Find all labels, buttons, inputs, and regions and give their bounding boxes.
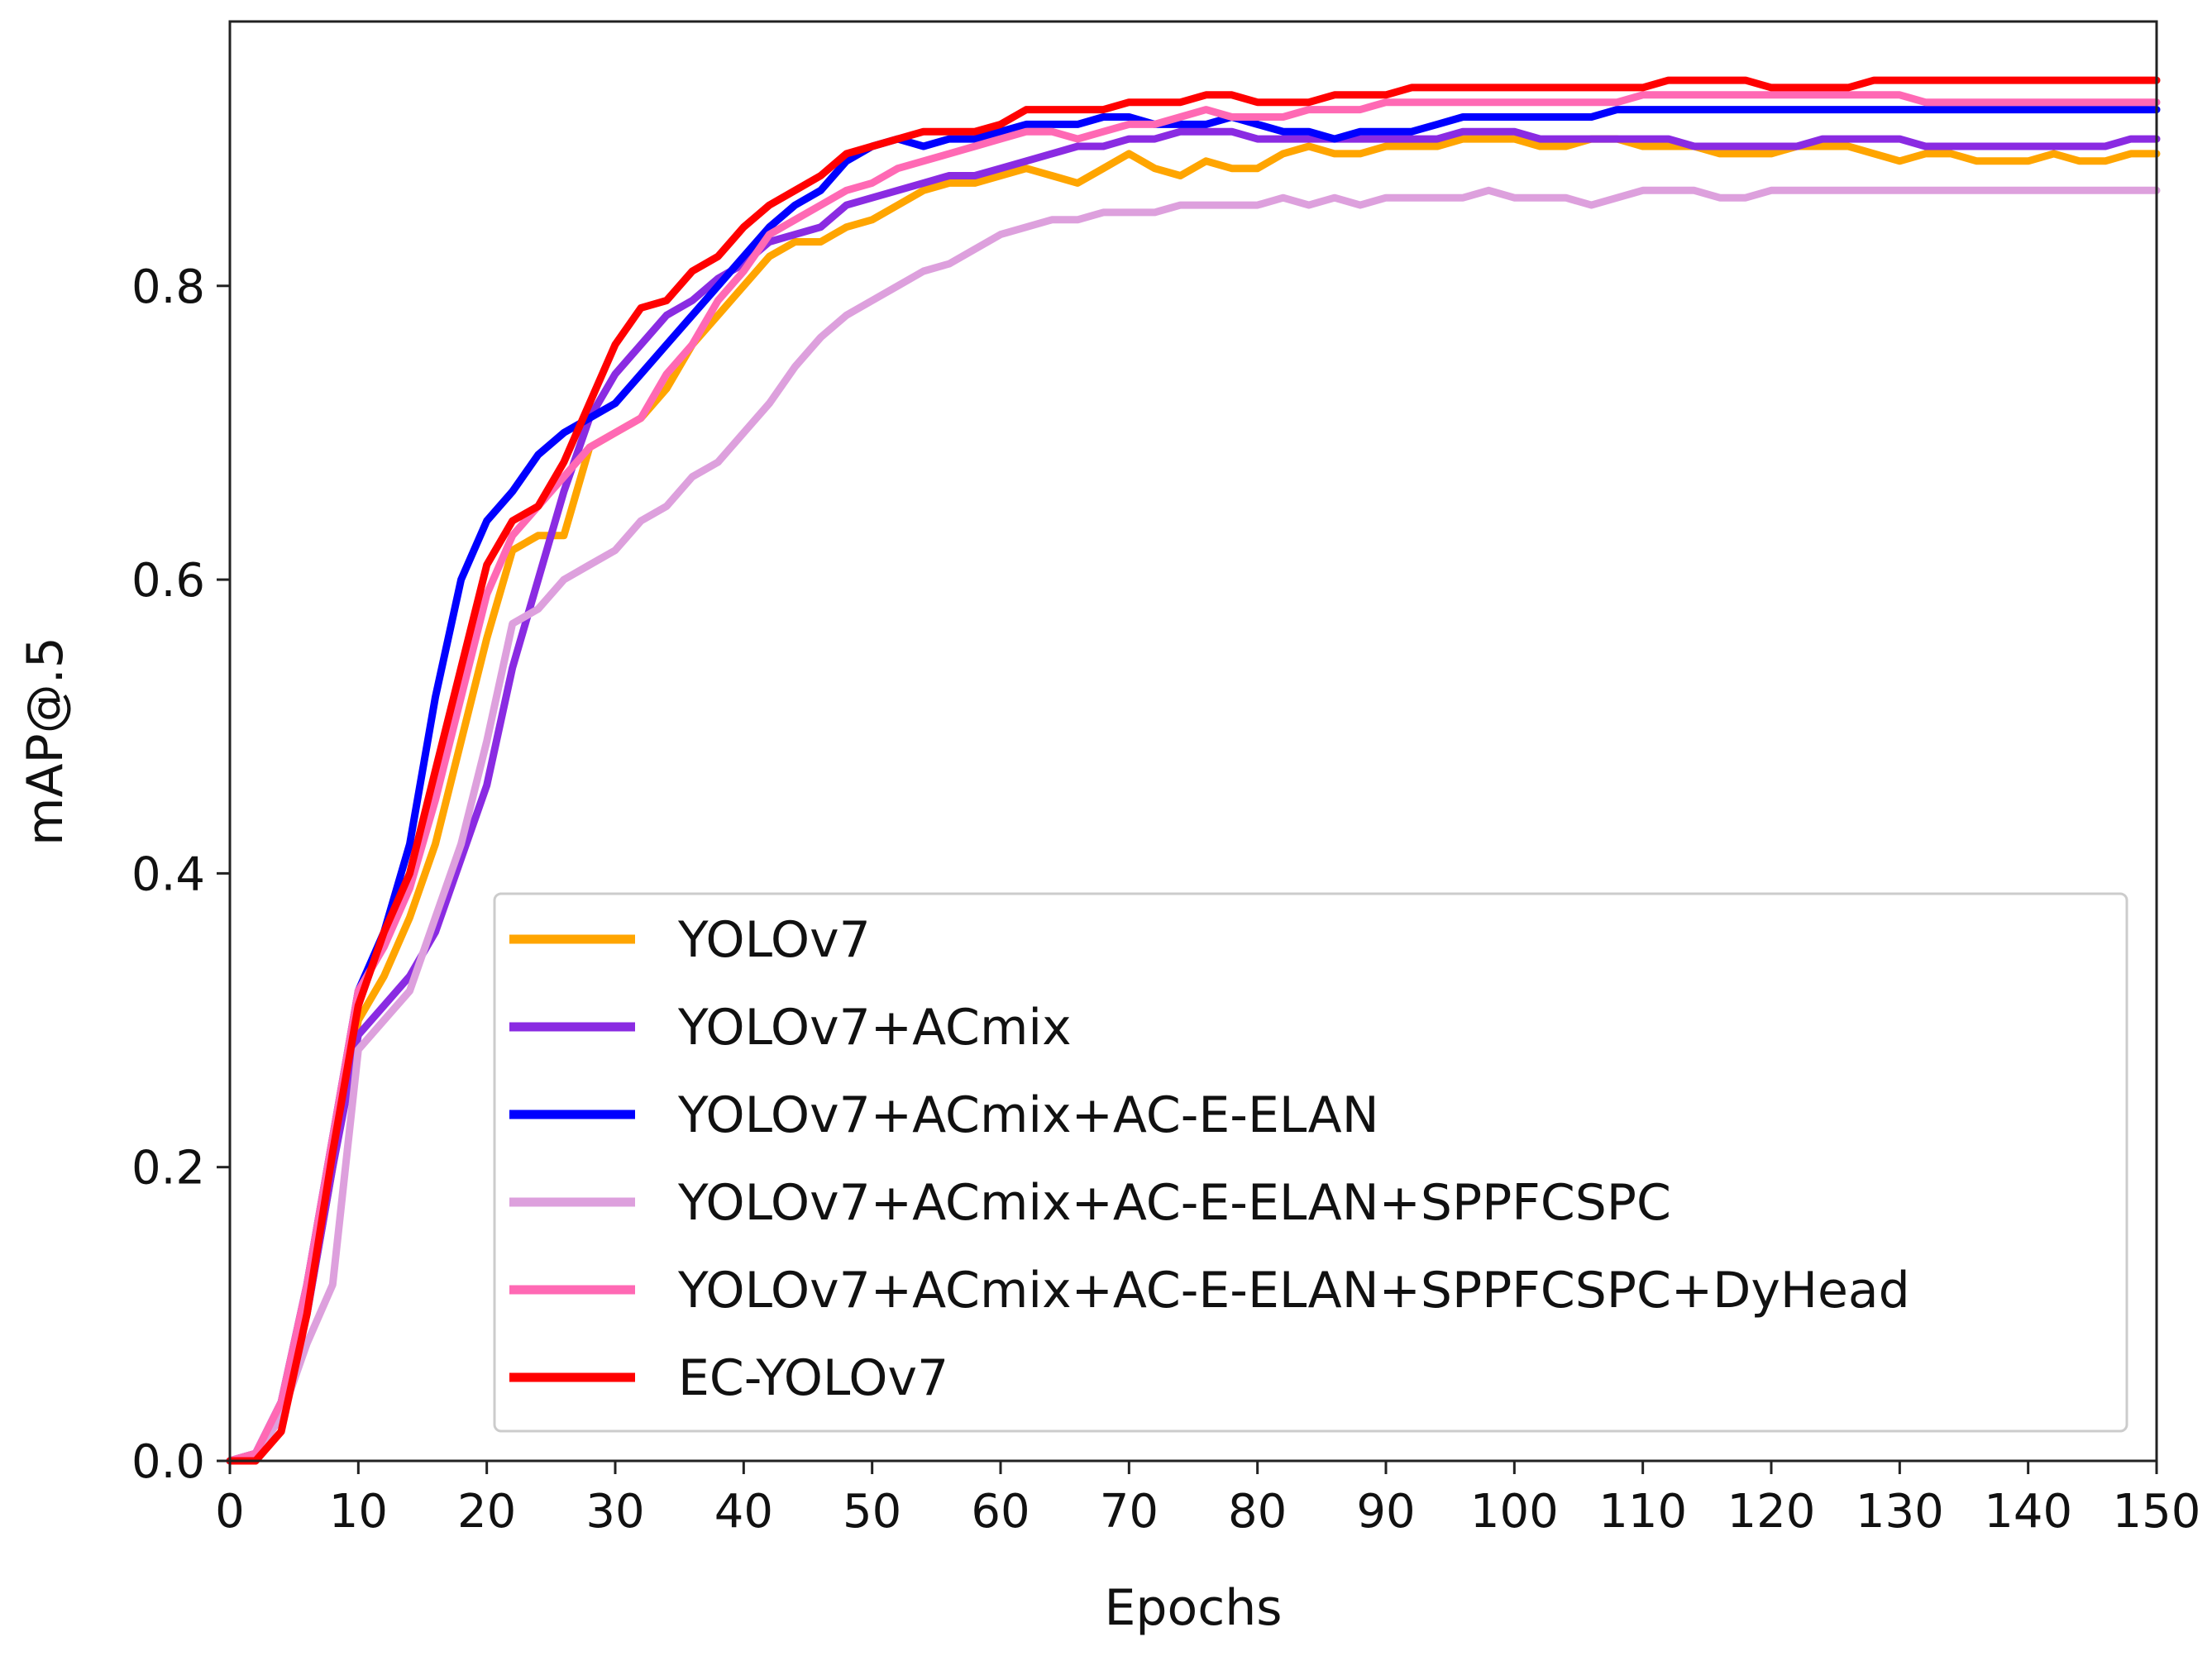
x-tick-label: 100 xyxy=(1470,1485,1559,1539)
x-tick-label: 130 xyxy=(1856,1485,1944,1539)
x-tick-label: 10 xyxy=(329,1485,388,1539)
x-tick-label: 20 xyxy=(457,1485,516,1539)
series-line-3 xyxy=(226,186,2161,1465)
y-tick-label: 0.4 xyxy=(131,847,205,901)
x-tick-label: 140 xyxy=(1984,1485,2072,1539)
x-tick-label: 150 xyxy=(2113,1485,2201,1539)
legend-label: YOLOv7+ACmix+AC-E-ELAN xyxy=(677,1086,1379,1144)
x-tick-label: 30 xyxy=(585,1485,644,1539)
x-tick-label: 50 xyxy=(843,1485,901,1539)
series-layer xyxy=(226,76,2161,1465)
x-tick-label: 110 xyxy=(1598,1485,1687,1539)
x-tick-label: 70 xyxy=(1100,1485,1159,1539)
legend-label: YOLOv7+ACmix+AC-E-ELAN+SPPFCSPC+DyHead xyxy=(677,1262,1910,1320)
x-tick-label: 120 xyxy=(1727,1485,1816,1539)
legend-box xyxy=(493,892,2128,1433)
legend-label: YOLOv7 xyxy=(677,911,871,969)
x-tick-label: 0 xyxy=(215,1485,245,1539)
series-line-5 xyxy=(226,76,2161,1465)
x-axis: 0 10 20 30 40 50 60 70 80 90 100 110 120 130 140 150 xyxy=(215,1461,2200,1539)
y-axis-label: mAP@.5 xyxy=(17,637,74,846)
y-tick-label: 0.2 xyxy=(131,1142,205,1195)
series-line-2 xyxy=(226,106,2161,1465)
legend-label: YOLOv7+ACmix+AC-E-ELAN+SPPFCSPC xyxy=(677,1174,1671,1232)
legend: YOLOv7 YOLOv7+ACmix YOLOv7+ACmix+AC-E-ELAN… xyxy=(493,892,2128,1433)
y-axis: 0.0 0.2 0.4 0.6 0.8 xyxy=(131,260,230,1489)
series-line-1 xyxy=(226,127,2161,1465)
x-tick-label: 40 xyxy=(714,1485,773,1539)
y-tick-label: 0.0 xyxy=(131,1435,205,1489)
legend-label: YOLOv7+ACmix xyxy=(677,999,1072,1057)
y-tick-label: 0.6 xyxy=(131,554,205,608)
x-tick-label: 60 xyxy=(971,1485,1030,1539)
y-tick-label: 0.8 xyxy=(131,260,205,314)
x-tick-label: 90 xyxy=(1356,1485,1415,1539)
x-axis-label: Epochs xyxy=(1105,1579,1283,1637)
legend-label: EC-YOLOv7 xyxy=(678,1349,948,1407)
plot-frame xyxy=(228,20,2158,1463)
x-tick-label: 80 xyxy=(1228,1485,1287,1539)
